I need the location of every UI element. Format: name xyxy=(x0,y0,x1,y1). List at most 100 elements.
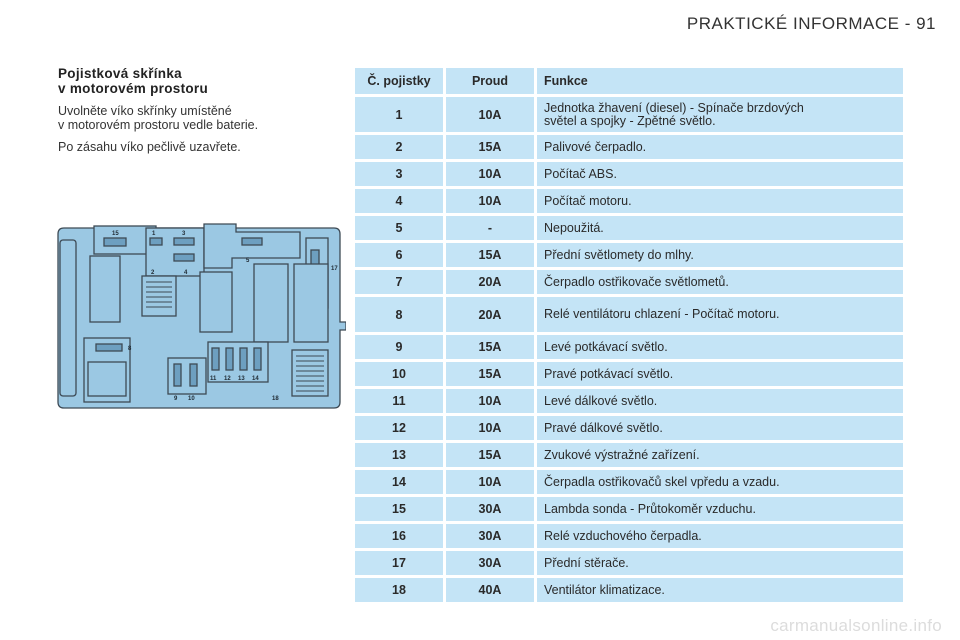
fuse-function: Ventilátor klimatizace. xyxy=(537,578,903,602)
fuse-function-line1: Jednotka žhavení (diesel) - Spínače brzd… xyxy=(544,100,804,115)
fuse-function: Zvukové výstražné zařízení. xyxy=(537,443,903,467)
relay-right-a xyxy=(253,263,289,343)
fuse-number: 13 xyxy=(355,443,443,467)
fuse-12 xyxy=(225,347,234,371)
left-side-rail xyxy=(59,239,77,397)
fuse-number: 9 xyxy=(355,335,443,359)
fuse-current: 30A xyxy=(446,497,534,521)
section-title-line1: Pojistková skřínka xyxy=(58,66,182,81)
fuse-current: 15A xyxy=(446,335,534,359)
table-row: 17 30A Přední stěrače. xyxy=(355,551,903,575)
fuse-function: Přední světlomety do mlhy. xyxy=(537,243,903,267)
grille-2-4 xyxy=(141,275,177,317)
label-15: 15 xyxy=(112,231,119,237)
fuse-current: 10A xyxy=(446,389,534,413)
fuse-number: 4 xyxy=(355,189,443,213)
fuse-2-4-pair xyxy=(173,253,195,262)
header-fuse-number: Č. pojistky xyxy=(355,68,443,94)
section-title: Pojistková skřínka v motorovém prostoru xyxy=(58,66,308,96)
table-row: 10 15A Pravé potkávací světlo. xyxy=(355,362,903,386)
label-9: 9 xyxy=(174,396,178,402)
fuse-3 xyxy=(173,237,195,246)
fuse-function: Relé vzduchového čerpadla. xyxy=(537,524,903,548)
label-4: 4 xyxy=(184,270,188,276)
fuse-number: 10 xyxy=(355,362,443,386)
fuse-11 xyxy=(211,347,220,371)
relay-center xyxy=(199,271,233,333)
label-3: 3 xyxy=(182,231,186,237)
fuse-current: 15A xyxy=(446,362,534,386)
table-row: 6 15A Přední světlomety do mlhy. xyxy=(355,243,903,267)
table-row: 18 40A Ventilátor klimatizace. xyxy=(355,578,903,602)
table-row: 15 30A Lambda sonda - Průtokoměr vzduchu… xyxy=(355,497,903,521)
fuse-current: 15A xyxy=(446,443,534,467)
fuse-number: 5 xyxy=(355,216,443,240)
fuse-14 xyxy=(253,347,262,371)
page-header: PRAKTICKÉ INFORMACE - 91 xyxy=(686,14,936,33)
fuse-13 xyxy=(239,347,248,371)
fuse-function: Pravé potkávací světlo. xyxy=(537,362,903,386)
fuse-box-section: Pojistková skřínka v motorovém prostoru … xyxy=(58,66,308,154)
fuse-number: 2 xyxy=(355,135,443,159)
fuse-number: 12 xyxy=(355,416,443,440)
table-row: 1 10A Jednotka žhavení (diesel) - Spínač… xyxy=(355,97,903,132)
label-18: 18 xyxy=(272,396,279,402)
fuse-function-line2: světel a spojky - Zpětné světlo. xyxy=(544,113,716,128)
fuse-number: 8 xyxy=(355,297,443,332)
label-10: 10 xyxy=(188,396,195,402)
fuse-current: 30A xyxy=(446,551,534,575)
table-row: 16 30A Relé vzduchového čerpadla. xyxy=(355,524,903,548)
label-5: 5 xyxy=(246,258,250,264)
table-row: 2 15A Palivové čerpadlo. xyxy=(355,135,903,159)
label-11: 11 xyxy=(210,376,217,382)
fuse-current: 15A xyxy=(446,135,534,159)
fuse-number: 11 xyxy=(355,389,443,413)
fuse-8 xyxy=(95,343,123,352)
watermark: carmanualsonline.info xyxy=(770,616,942,635)
label-12: 12 xyxy=(224,376,231,382)
fuse-function: Počítač ABS. xyxy=(537,162,903,186)
fuse-number: 6 xyxy=(355,243,443,267)
fuse-current: 10A xyxy=(446,416,534,440)
table-row: 4 10A Počítač motoru. xyxy=(355,189,903,213)
fuse-table: Č. pojistky Proud Funkce 1 10A Jednotka … xyxy=(355,68,903,605)
table-row: 7 20A Čerpadlo ostřikovače světlometů. xyxy=(355,270,903,294)
fuse-current: 10A xyxy=(446,189,534,213)
fuse-current: 20A xyxy=(446,270,534,294)
fuse-current: 40A xyxy=(446,578,534,602)
instruction-paragraph-1: Uvolněte víko skřínky umístěné v motorov… xyxy=(58,104,308,132)
table-row: 3 10A Počítač ABS. xyxy=(355,162,903,186)
instruction-line2: v motorovém prostoru vedle baterie. xyxy=(58,118,259,132)
label-14: 14 xyxy=(252,376,259,382)
relay-block-5 xyxy=(203,223,301,269)
fuse-number: 17 xyxy=(355,551,443,575)
fuse-5 xyxy=(241,237,263,246)
fuse-1 xyxy=(149,237,163,246)
fuse-10 xyxy=(189,363,198,387)
header-current: Proud xyxy=(446,68,534,94)
table-row: 11 10A Levé dálkové světlo. xyxy=(355,389,903,413)
fuse-current: 20A xyxy=(446,297,534,332)
header-function: Funkce xyxy=(537,68,903,94)
fuse-current: 15A xyxy=(446,243,534,267)
fuse-current: - xyxy=(446,216,534,240)
relay-left-tall xyxy=(89,255,121,323)
section-title-line2: v motorovém prostoru xyxy=(58,81,209,96)
fuse-function: Jednotka žhavení (diesel) - Spínače brzd… xyxy=(537,97,903,132)
fuse-function: Relé ventilátoru chlazení - Počítač moto… xyxy=(537,297,903,332)
label-1: 1 xyxy=(152,231,156,237)
table-row: 5 - Nepoužitá. xyxy=(355,216,903,240)
fuse-box-diagram: 15 1 3 17 5 2 4 8 11 12 13 14 9 10 18 xyxy=(57,223,346,409)
fuse-number: 14 xyxy=(355,470,443,494)
fuse-15-slot xyxy=(103,237,127,247)
table-row: 14 10A Čerpadla ostřikovačů skel vpředu … xyxy=(355,470,903,494)
fuse-function: Lambda sonda - Průtokoměr vzduchu. xyxy=(537,497,903,521)
fuse-number: 16 xyxy=(355,524,443,548)
fuse-function: Přední stěrače. xyxy=(537,551,903,575)
label-17: 17 xyxy=(331,266,338,272)
fuse-number: 18 xyxy=(355,578,443,602)
instruction-paragraph-2: Po zásahu víko pečlivě uzavřete. xyxy=(58,140,241,154)
table-row: 8 20A Relé ventilátoru chlazení - Počíta… xyxy=(355,297,903,332)
fuse-number: 7 xyxy=(355,270,443,294)
table-row: 13 15A Zvukové výstražné zařízení. xyxy=(355,443,903,467)
